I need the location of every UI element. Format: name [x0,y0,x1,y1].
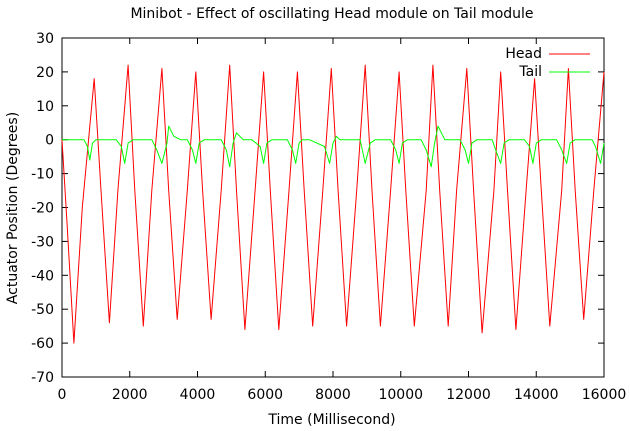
y-tick-label: -40 [31,268,54,284]
y-axis-title: Actuator Position (Degrees) [5,112,21,304]
x-axis: 0 2000 4000 6000 8000 10000 12000 14000 16000 [58,38,627,403]
y-tick-label: -10 [31,167,54,183]
x-tick-label: 14000 [514,387,559,403]
x-tick-label: 16000 [582,387,627,403]
y-tick-label: -20 [31,201,54,217]
series-layer [61,64,605,344]
x-axis-title: Time (Millisecond) [267,412,395,428]
legend-item-tail: Tail [518,64,590,80]
chart-title: Minibot - Effect of oscillating Head mod… [130,6,533,22]
x-tick-label: 4000 [180,387,216,403]
x-tick-label: 12000 [446,387,491,403]
y-tick-label: -30 [31,234,54,250]
y-tick-label: 0 [45,133,54,149]
series-line-head [61,64,605,344]
series-line-tail [62,125,605,168]
x-tick-label: 8000 [315,387,351,403]
legend-label-head: Head [505,46,542,62]
y-tick-label: -60 [31,336,54,352]
x-tick-label: 0 [58,387,67,403]
x-tick-label: 2000 [112,387,148,403]
x-tick-label: 10000 [378,387,423,403]
legend: Head Tail [505,46,590,80]
y-axis: -70 -60 -50 -40 -30 -20 -10 0 10 20 30 [31,31,604,386]
y-tick-label: -70 [31,370,54,386]
legend-item-head: Head [505,46,590,62]
y-tick-label: 10 [36,99,54,115]
y-tick-label: 30 [36,31,54,47]
y-tick-label: -50 [31,302,54,318]
y-tick-label: 20 [36,65,54,81]
x-tick-label: 6000 [247,387,283,403]
legend-label-tail: Tail [518,64,542,80]
